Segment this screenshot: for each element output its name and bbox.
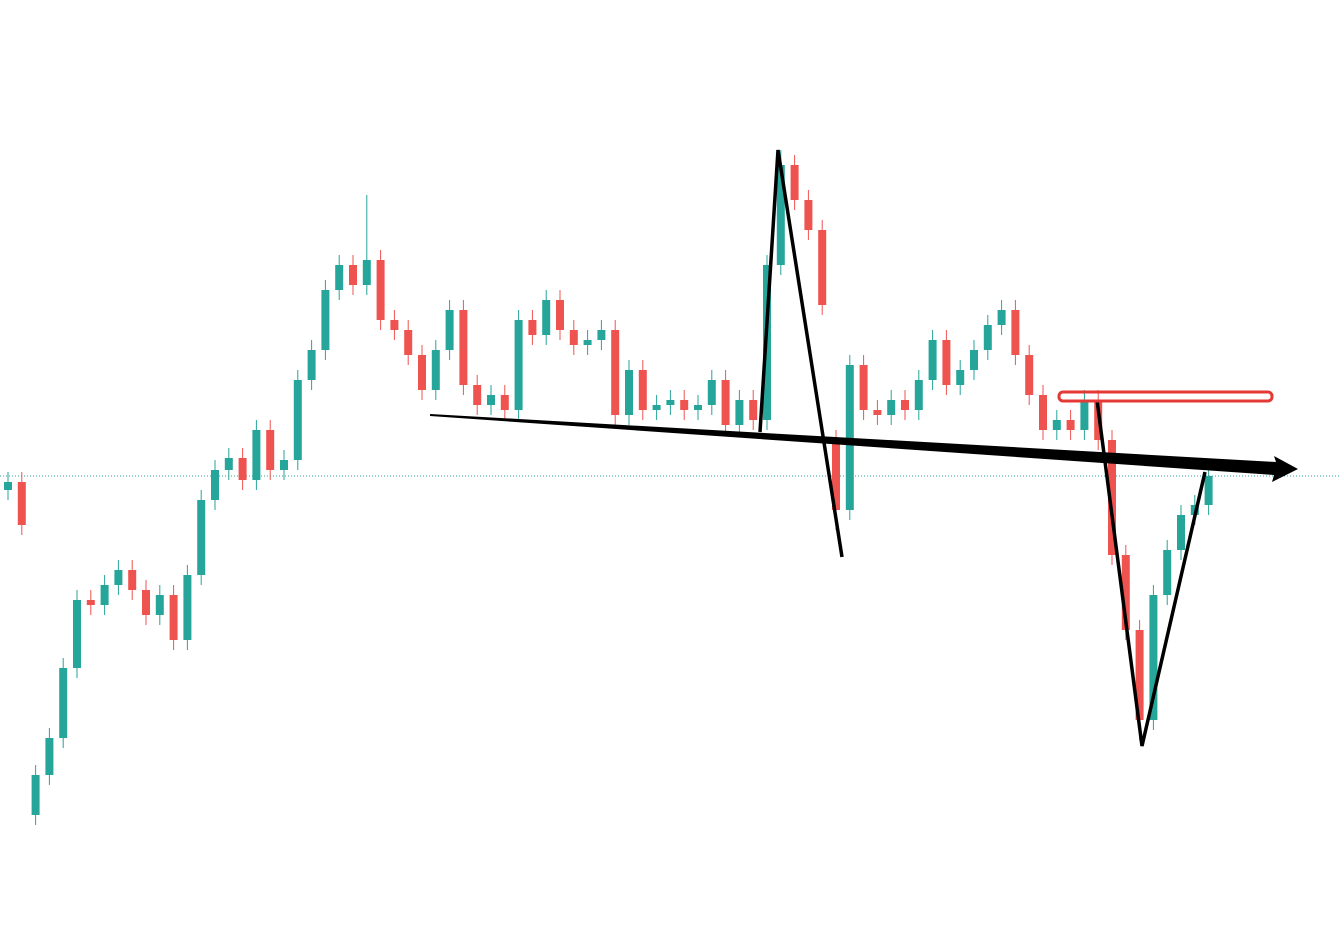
candle-body [694,405,702,410]
candle-body [224,458,233,470]
candle-body [804,200,813,230]
candle-body [970,350,978,370]
candle-body [1066,420,1075,430]
candle-body [238,458,247,480]
candle-body [928,340,937,380]
candle-body [542,300,551,335]
candle-body [597,330,606,340]
candle-body [293,380,302,460]
candle-body [873,410,882,415]
candle-body [86,600,95,605]
candle-body [321,290,330,350]
candle-body [1149,595,1158,720]
candle-body [1121,555,1130,630]
candle-body [1080,400,1089,430]
candle-body [997,310,1006,325]
candle-body [431,350,440,390]
candle-body [887,400,896,415]
candle-body [280,460,288,470]
candle-body [611,330,620,415]
candle-body [17,482,26,525]
candle-body [169,595,178,640]
candle-body [142,590,150,615]
candle-body [652,405,661,410]
candle-body [1135,630,1144,720]
candle-body [418,355,426,390]
candle-body [362,260,371,285]
candle-body [1177,515,1185,550]
candle-body [183,575,192,640]
candle-body [390,320,399,330]
candle-body [1163,550,1172,595]
candle-body [707,380,716,405]
candle-body [487,395,495,405]
candle-body [749,400,758,420]
zigzag-line [758,149,844,558]
candle-body [1011,310,1020,355]
candle-body [266,430,275,470]
candle-body [197,500,206,575]
candle-body [956,370,965,385]
candle-body [638,370,647,410]
candle-body [473,385,482,405]
candle-body [1108,440,1116,555]
candle-body [114,570,123,585]
candle-body [680,400,689,410]
candle-body [721,380,730,425]
candle-body [666,400,675,405]
candle-body [625,370,633,415]
candle-body [583,340,592,345]
drawings [430,149,1298,747]
candle-body [252,430,261,480]
candle-body [349,265,357,285]
candle-body [1025,355,1034,395]
candle-body [556,300,564,330]
candle-body [1052,420,1061,430]
candle-body [832,440,840,510]
candle-body [459,310,468,385]
candle-body [59,668,68,738]
candle-body [818,230,827,305]
candle-body [376,260,385,320]
candle-body [4,482,12,490]
candle-body [514,320,523,410]
zigzag-line [1095,399,1207,747]
candle-body [211,470,219,500]
candle-body [404,330,413,355]
candle-body [859,365,868,410]
candle-body [569,330,578,345]
candle-body [1039,395,1047,430]
candle-body [335,265,344,290]
candle-body [942,340,951,385]
candle-body [31,775,40,815]
candle-body [500,395,509,410]
candle-body [445,310,454,350]
candle-body [914,380,923,410]
candle-body [1204,476,1213,505]
candle-body [735,400,744,425]
trend-arrow [430,414,1298,482]
candle-body [307,350,316,380]
candle-body [845,365,854,510]
candle-body [155,595,164,615]
candle-body [128,570,137,590]
candle-body [73,600,81,668]
candle-body [528,320,537,335]
candle-body [100,585,109,605]
candle-body [45,738,54,775]
candle-body [983,325,992,350]
resistance-box [1057,390,1274,403]
candle-body [776,165,785,265]
candle-body [901,400,909,410]
candle-body [790,165,799,200]
